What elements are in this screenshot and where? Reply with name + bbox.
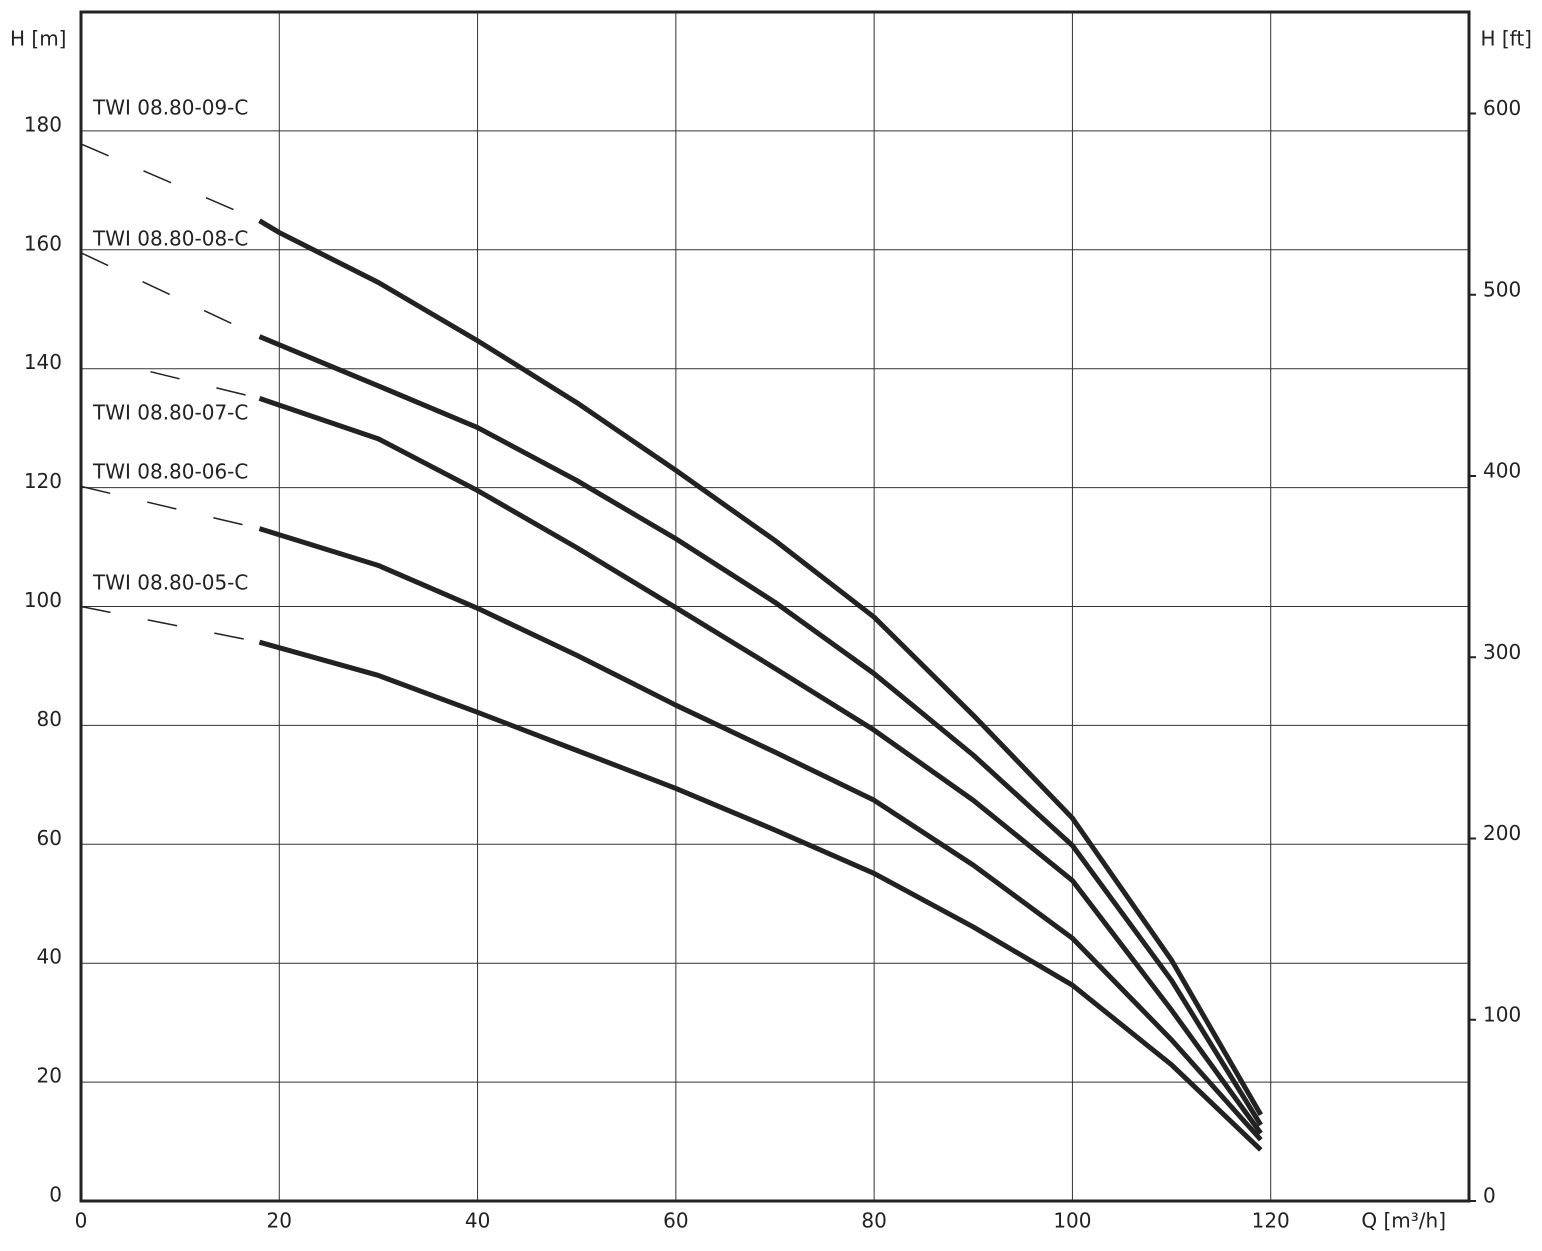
extrapolated-curve xyxy=(80,605,260,643)
curve-label: TWI 08.80-07-C xyxy=(92,401,248,425)
curve-label: TWI 08.80-05-C xyxy=(92,571,248,595)
x-tick-label: 0 xyxy=(75,1209,88,1233)
x-tick-label: 120 xyxy=(1252,1209,1290,1233)
y-tick-label: 60 xyxy=(37,826,62,850)
y2-tick-label: 200 xyxy=(1483,821,1521,845)
y2-tick-label: 0 xyxy=(1483,1184,1496,1208)
x-tick-label: 100 xyxy=(1053,1209,1091,1233)
y-tick-label: 100 xyxy=(24,588,62,612)
y-axis-label: H [m] xyxy=(10,27,66,51)
y-tick-label: 40 xyxy=(37,945,62,969)
curve-label: TWI 08.80-06-C xyxy=(92,460,248,484)
y-tick-label: 0 xyxy=(49,1183,62,1207)
y-tick-label: 20 xyxy=(37,1064,62,1088)
curve-label: TWI 08.80-08-C xyxy=(92,227,248,251)
x-tick-label: 20 xyxy=(267,1209,292,1233)
extrapolated-curve xyxy=(150,370,260,400)
extrapolated-curve xyxy=(80,485,260,530)
x-tick-label: 80 xyxy=(861,1209,886,1233)
extrapolated-curve xyxy=(80,252,260,338)
y-tick-label: 80 xyxy=(37,707,62,731)
pump-curve xyxy=(258,639,1263,1152)
y2-tick-label: 500 xyxy=(1483,277,1521,301)
pump-curve xyxy=(258,334,1263,1127)
y2-tick-label: 300 xyxy=(1483,640,1521,664)
y-tick-label: 140 xyxy=(24,350,62,374)
y2-tick-label: 600 xyxy=(1483,96,1521,120)
curve-label: TWI 08.80-09-C xyxy=(92,96,248,120)
x-axis-label: Q [m³/h] xyxy=(1361,1209,1446,1233)
y2-axis-label: H [ft] xyxy=(1480,27,1532,51)
y-tick-label: 180 xyxy=(24,112,62,136)
extrapolated-curve xyxy=(80,143,260,222)
y-tick-label: 120 xyxy=(24,469,62,493)
y2-tick-label: 400 xyxy=(1483,459,1521,483)
x-tick-label: 60 xyxy=(663,1209,688,1233)
pump-curve xyxy=(258,218,1263,1117)
y2-tick-label: 100 xyxy=(1483,1002,1521,1026)
y-tick-label: 160 xyxy=(24,231,62,255)
pump-curve xyxy=(258,396,1263,1135)
x-tick-label: 40 xyxy=(465,1209,490,1233)
pump-curve xyxy=(258,526,1263,1142)
